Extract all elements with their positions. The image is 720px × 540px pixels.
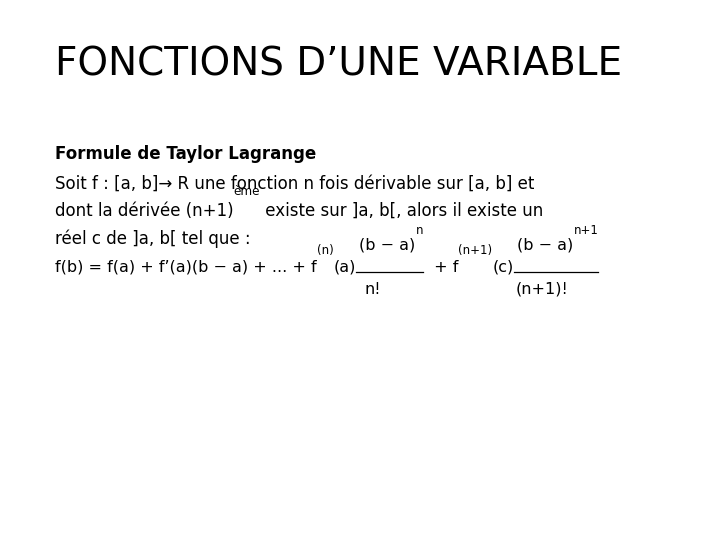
- Text: existe sur ]a, b[, alors il existe un: existe sur ]a, b[, alors il existe un: [260, 202, 544, 220]
- Text: réel c de ]a, b[ tel que :: réel c de ]a, b[ tel que :: [55, 229, 251, 247]
- Text: n: n: [415, 224, 423, 237]
- Text: n+1: n+1: [573, 224, 598, 237]
- Text: n!: n!: [364, 282, 381, 297]
- Text: (b − a): (b − a): [517, 238, 573, 253]
- Text: (n+1): (n+1): [458, 244, 492, 257]
- Text: (a): (a): [333, 260, 356, 275]
- Text: f(b) = f(a) + f’(a)(b − a) + ... + f: f(b) = f(a) + f’(a)(b − a) + ... + f: [55, 260, 317, 275]
- Text: (c): (c): [492, 260, 513, 275]
- Text: FONCTIONS D’UNE VARIABLE: FONCTIONS D’UNE VARIABLE: [55, 45, 622, 83]
- Text: dont la dérivée (n+1): dont la dérivée (n+1): [55, 202, 233, 220]
- Text: Soit f : [a, b]→ R une fonction n fois dérivable sur [a, b] et: Soit f : [a, b]→ R une fonction n fois d…: [55, 175, 534, 193]
- Text: (b − a): (b − a): [359, 238, 415, 253]
- Text: Formule de Taylor Lagrange: Formule de Taylor Lagrange: [55, 145, 316, 163]
- Text: ème: ème: [233, 185, 260, 198]
- Text: + f: + f: [429, 260, 458, 275]
- Text: (n+1)!: (n+1)!: [516, 282, 569, 297]
- Text: (n): (n): [317, 244, 333, 257]
